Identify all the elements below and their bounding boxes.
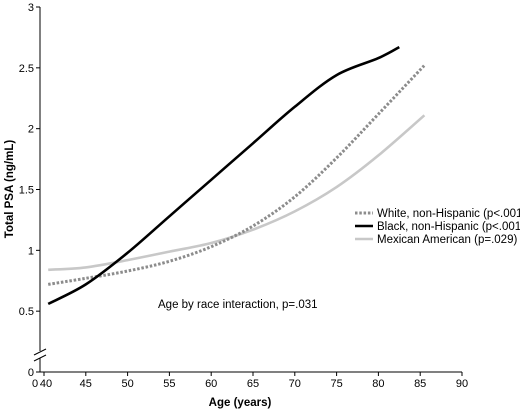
x-tick-label: 40 xyxy=(40,378,52,390)
x-tick-label: 70 xyxy=(289,378,301,390)
axis-break-mark xyxy=(33,354,47,362)
series-line-white-non-hispanic xyxy=(47,64,426,286)
y-axis-ticks: 0 0.5 1 1.5 2 2.5 3 xyxy=(19,2,40,379)
y-axis-label: Total PSA (ng/mL) xyxy=(4,140,16,239)
series-lines xyxy=(47,45,426,306)
x-tick-label: 60 xyxy=(205,378,217,390)
legend: White, non-Hispanic (p<.001)Black, non-H… xyxy=(355,208,520,246)
x-tick-label: 85 xyxy=(414,378,426,390)
y-tick-label: 0.5 xyxy=(19,306,34,318)
x-tick-label: 80 xyxy=(372,378,384,390)
axis-break-mark xyxy=(33,348,47,356)
y-tick-label: 1 xyxy=(28,245,34,257)
y-tick-label: 3 xyxy=(28,2,34,14)
x-axis-ticks: 0 40 45 50 55 60 65 70 75 80 85 90 xyxy=(32,372,468,390)
legend-label: Black, non-Hispanic (p<.001) xyxy=(377,221,520,233)
x-tick-label: 45 xyxy=(80,378,92,390)
interaction-annotation: Age by race interaction, p=.031 xyxy=(158,299,318,311)
series-line-black-non-hispanic xyxy=(47,45,400,306)
x-tick-label: 55 xyxy=(163,378,175,390)
x-tick-label: 50 xyxy=(121,378,133,390)
legend-label: Mexican American (p=.029) xyxy=(377,234,517,246)
legend-label: White, non-Hispanic (p<.001) xyxy=(377,208,520,220)
series-line-mexican-american xyxy=(48,114,426,272)
axes xyxy=(33,7,462,373)
y-tick-label: 0 xyxy=(28,367,34,379)
x-tick-label: 75 xyxy=(330,378,342,390)
y-tick-label: 2.5 xyxy=(19,63,34,75)
x-axis-label: Age (years) xyxy=(209,397,272,409)
y-tick-label: 2 xyxy=(28,124,34,136)
y-tick-label: 1.5 xyxy=(19,185,34,197)
x-tick-label: 0 xyxy=(32,378,38,390)
x-tick-label: 65 xyxy=(247,378,259,390)
x-tick-label: 90 xyxy=(456,378,468,390)
axis-break-gap xyxy=(33,351,47,358)
